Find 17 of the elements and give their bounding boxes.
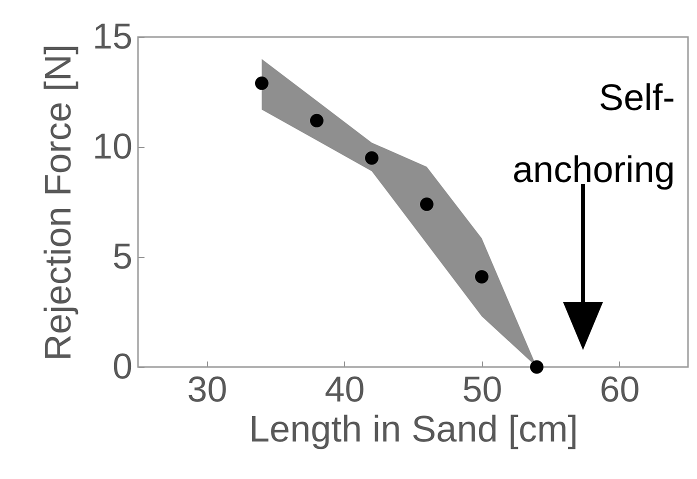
- point: [420, 198, 434, 211]
- y-axis-title: Rejection Force [N]: [37, 44, 78, 361]
- point: [310, 114, 324, 128]
- x-tick-label: 50: [462, 368, 502, 410]
- x-tick-label: 30: [187, 368, 228, 410]
- point: [365, 151, 378, 165]
- x-tick-label: 60: [600, 368, 640, 410]
- point: [530, 360, 544, 374]
- x-tick-label: 40: [324, 368, 365, 410]
- annotation: Self- anchoring: [512, 76, 675, 192]
- point: [255, 76, 268, 90]
- y-tick-label: 15: [92, 16, 132, 56]
- point: [475, 270, 488, 284]
- y-tick-label: 5: [112, 236, 132, 276]
- y-tick-label: 0: [112, 346, 132, 386]
- x-axis-title: Length in Sand [cm]: [248, 408, 578, 450]
- y-tick-label: 10: [92, 126, 132, 166]
